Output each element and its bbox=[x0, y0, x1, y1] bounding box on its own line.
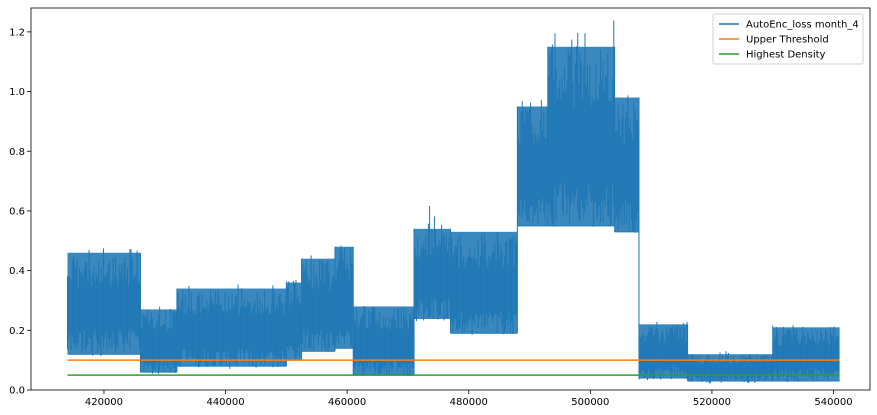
legend-label: Highest Density bbox=[746, 50, 826, 61]
y-tick-label: 0.4 bbox=[9, 266, 25, 277]
y-tick-label: 0.8 bbox=[9, 147, 25, 158]
plot-frame bbox=[30, 7, 871, 391]
y-axis: 0.0 0.2 0.4 0.6 0.8 1.0 1.2 bbox=[9, 27, 31, 397]
x-axis: 420000 440000 460000 480000 500000 520000 5400… bbox=[85, 390, 853, 408]
x-tick-label: 540000 bbox=[814, 397, 852, 408]
x-tick-label: 440000 bbox=[206, 397, 244, 408]
y-tick-label: 0.6 bbox=[9, 206, 25, 217]
series-layer bbox=[66, 20, 840, 384]
x-tick-label: 420000 bbox=[85, 397, 123, 408]
y-tick-label: 0.0 bbox=[9, 386, 25, 397]
x-tick-label: 520000 bbox=[693, 397, 731, 408]
plot-area bbox=[30, 7, 871, 391]
legend: AutoEnc_loss month_4 Upper Threshold Highe… bbox=[712, 13, 864, 65]
legend-box bbox=[712, 13, 864, 65]
x-tick-label: 480000 bbox=[450, 397, 488, 408]
y-tick-label: 1.0 bbox=[9, 87, 25, 98]
y-tick-label: 1.2 bbox=[9, 27, 25, 38]
legend-label: AutoEnc_loss month_4 bbox=[746, 20, 859, 31]
x-tick-label: 500000 bbox=[571, 397, 609, 408]
series-line bbox=[66, 20, 840, 384]
legend-label: Upper Threshold bbox=[746, 35, 829, 46]
x-tick-label: 460000 bbox=[328, 397, 366, 408]
y-tick-label: 0.2 bbox=[9, 326, 25, 337]
series-0 bbox=[66, 20, 840, 384]
